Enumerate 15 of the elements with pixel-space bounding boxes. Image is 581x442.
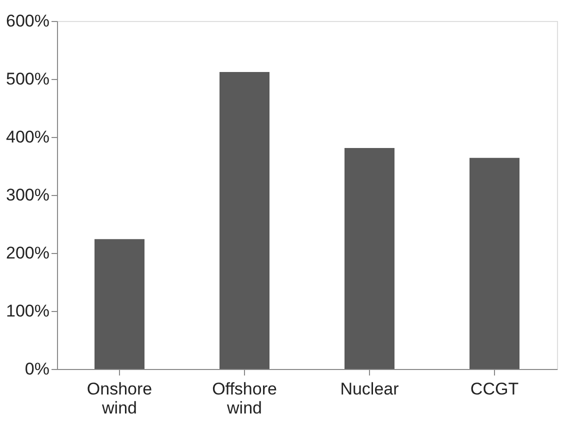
bar — [470, 158, 520, 369]
y-tick-label: 600% — [6, 12, 50, 30]
y-tick-label: 400% — [6, 128, 50, 146]
bar — [344, 148, 394, 369]
bar — [94, 239, 144, 369]
y-tick-label: 500% — [6, 70, 50, 88]
y-tick-label: 200% — [6, 244, 50, 262]
y-tick-label: 300% — [6, 186, 50, 204]
y-tick-label: 0% — [24, 360, 50, 378]
bar — [220, 72, 270, 369]
x-tick-label: Offshore wind — [212, 380, 277, 418]
x-tick-label: CCGT — [470, 380, 519, 398]
x-tick-label: Nuclear — [340, 380, 400, 398]
x-tick-label: Onshore wind — [86, 380, 152, 418]
y-tick-label: 100% — [6, 302, 50, 320]
